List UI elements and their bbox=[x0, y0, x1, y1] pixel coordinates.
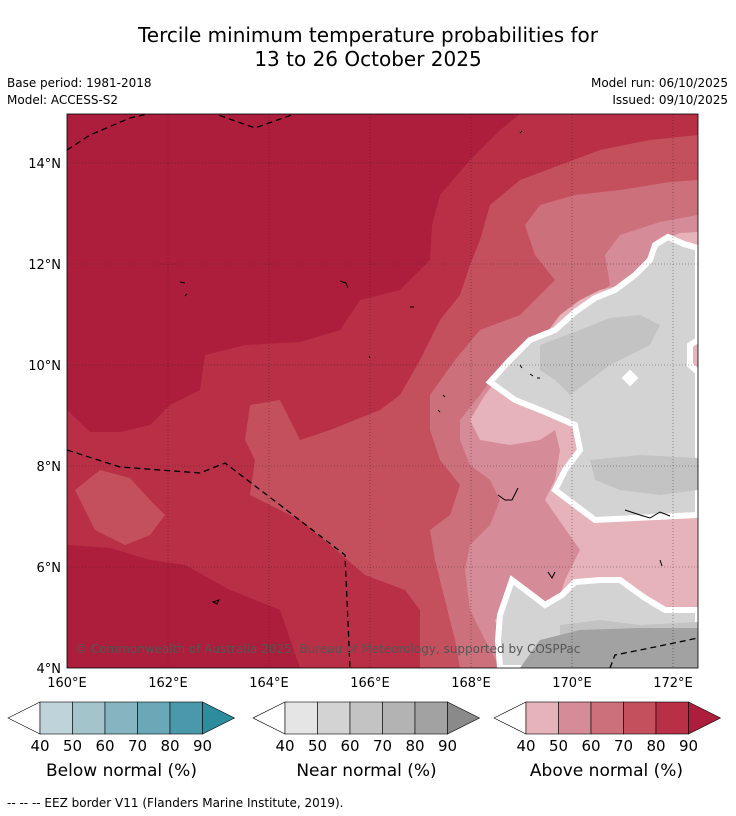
lon-label-170: 170°E bbox=[552, 676, 592, 691]
lon-label-172: 172°E bbox=[653, 676, 693, 691]
colorbar-near-tick: 70 bbox=[373, 737, 392, 755]
colorbar-below-tick: 40 bbox=[30, 737, 49, 755]
colorbar-above-cell-3 bbox=[623, 701, 657, 735]
lat-label-8: 8°N bbox=[37, 460, 62, 475]
lon-label-162: 162°E bbox=[148, 676, 188, 691]
colorbar-above-tick: 60 bbox=[581, 737, 600, 755]
colorbar-above-tick: 40 bbox=[516, 737, 535, 755]
footer-note: -- -- -- EEZ border V11 (Flanders Marine… bbox=[7, 796, 344, 810]
colorbar-near-cell-0 bbox=[284, 701, 318, 735]
colorbar-below-tick: 60 bbox=[95, 737, 114, 755]
lat-label-4: 4°N bbox=[37, 662, 62, 677]
graticule bbox=[67, 114, 698, 668]
copyright-note: © Commonwealth of Australia 2025, Bureau… bbox=[75, 642, 580, 656]
map-frame bbox=[66, 113, 699, 669]
colorbar-label-near: Near normal (%) bbox=[296, 761, 437, 781]
colorbar-above-min-triangle bbox=[493, 701, 527, 735]
region-above-70-west bbox=[75, 470, 165, 545]
lat-label-14: 14°N bbox=[28, 157, 61, 172]
chart-title-line1: Tercile minimum temperature probabilitie… bbox=[137, 23, 599, 47]
colorbar-near-tick: 60 bbox=[340, 737, 359, 755]
colorbar-near-cell-2 bbox=[349, 701, 383, 735]
colorbar-near-tick: 90 bbox=[438, 737, 457, 755]
colorbar-near-tick: 40 bbox=[275, 737, 294, 755]
colorbar-near-cell-3 bbox=[382, 701, 416, 735]
colorbar-above-tick: 90 bbox=[679, 737, 698, 755]
colorbar-label-below: Below normal (%) bbox=[46, 761, 197, 781]
model-name: Model: ACCESS-S2 bbox=[7, 93, 119, 107]
hole-marker bbox=[621, 369, 639, 387]
colorbar-near-tick: 80 bbox=[405, 737, 424, 755]
lat-label-6: 6°N bbox=[37, 561, 62, 576]
region-near-south-70 bbox=[520, 628, 698, 668]
colorbar-below-max-triangle bbox=[202, 701, 236, 735]
eez-border bbox=[67, 114, 698, 668]
colorbar-above-cell-1 bbox=[558, 701, 592, 735]
colorbar-near-tick: 50 bbox=[308, 737, 327, 755]
colorbar-above-cell-0 bbox=[525, 701, 559, 735]
colorbar-below-cell-3 bbox=[137, 701, 171, 735]
base-period: Base period: 1981-2018 bbox=[7, 76, 152, 90]
colorbar-below-tick: 90 bbox=[193, 737, 212, 755]
colorbar-near-cell-1 bbox=[317, 701, 351, 735]
colorbars: 40 50 60 70 80 90 40 50 60 70 80 90 40 50 60 70 80 90 bbox=[7, 701, 722, 755]
lon-label-160: 160°E bbox=[47, 676, 87, 691]
region-near-50 bbox=[540, 315, 660, 395]
colorbar-above-cell-2 bbox=[590, 701, 624, 735]
colorbar-below-tick: 50 bbox=[63, 737, 82, 755]
colorbar-near-min-triangle bbox=[252, 701, 286, 735]
lon-label-164: 164°E bbox=[249, 676, 289, 691]
issued-date: Issued: 09/10/2025 bbox=[612, 93, 728, 107]
colorbar-above-tick: 50 bbox=[549, 737, 568, 755]
colorbar-near-cell-4 bbox=[414, 701, 448, 735]
islands bbox=[179, 130, 671, 605]
lon-label-168: 168°E bbox=[451, 676, 491, 691]
colorbar-below-tick: 70 bbox=[128, 737, 147, 755]
colorbar-above-cell-4 bbox=[655, 701, 689, 735]
colorbar-below-cell-4 bbox=[169, 701, 203, 735]
colorbar-below-tick: 80 bbox=[160, 737, 179, 755]
chart-title-line2: 13 to 26 October 2025 bbox=[254, 47, 482, 71]
lat-label-10: 10°N bbox=[28, 359, 61, 374]
colorbar-label-above: Above normal (%) bbox=[529, 761, 684, 781]
colorbar-below-cell-2 bbox=[104, 701, 138, 735]
region-near-40 bbox=[485, 233, 698, 524]
colorbar-below-min-triangle bbox=[7, 701, 41, 735]
model-run: Model run: 06/10/2025 bbox=[590, 76, 728, 90]
colorbar-near-max-triangle bbox=[447, 701, 481, 735]
colorbar-below-cell-0 bbox=[39, 701, 73, 735]
colorbar-above-tick: 80 bbox=[646, 737, 665, 755]
lon-label-166: 166°E bbox=[350, 676, 390, 691]
colorbar-below-cell-1 bbox=[72, 701, 106, 735]
lat-label-12: 12°N bbox=[28, 258, 61, 273]
colorbar-above-max-triangle bbox=[688, 701, 722, 735]
colorbar-above-tick: 70 bbox=[614, 737, 633, 755]
region-near-50-b bbox=[590, 455, 698, 495]
